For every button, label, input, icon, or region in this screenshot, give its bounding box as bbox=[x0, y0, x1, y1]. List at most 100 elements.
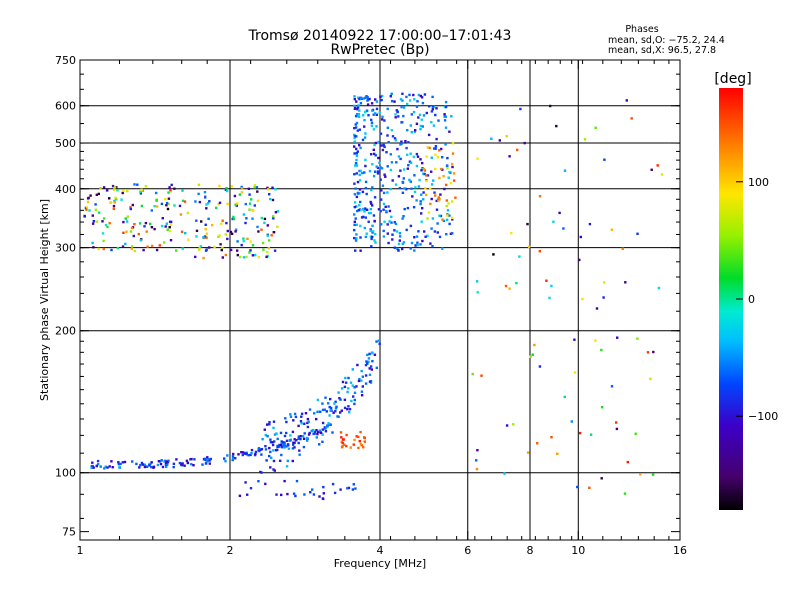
data-point-c3-108 bbox=[225, 187, 228, 190]
data-point-c0-179 bbox=[285, 445, 288, 448]
data-point-c2-53 bbox=[126, 215, 129, 218]
data-point-c4-1 bbox=[376, 170, 380, 173]
data-point-c4-55 bbox=[410, 131, 413, 134]
data-point-c4-395 bbox=[451, 218, 454, 221]
data-point-c0-18 bbox=[181, 462, 184, 465]
data-point-c3-103 bbox=[242, 213, 246, 216]
data-point-c2-104 bbox=[187, 238, 190, 241]
data-point-c4-277 bbox=[444, 126, 448, 129]
data-point-c4-192 bbox=[423, 230, 426, 233]
data-point-c2-107 bbox=[108, 197, 111, 200]
data-point-c8-36 bbox=[512, 423, 515, 426]
data-point-c3-94 bbox=[234, 203, 237, 206]
data-point-c4-373 bbox=[355, 233, 358, 236]
data-point-c4-360 bbox=[401, 191, 405, 194]
data-point-c4-375 bbox=[404, 140, 407, 143]
data-point-c5-11 bbox=[437, 196, 440, 199]
data-point-c4-144 bbox=[446, 156, 449, 160]
data-point-c4-342 bbox=[359, 146, 362, 150]
grid-lines bbox=[80, 60, 680, 540]
data-point-c2-64 bbox=[86, 200, 90, 204]
data-point-c2-131 bbox=[150, 209, 153, 212]
data-point-c4-95 bbox=[373, 143, 376, 147]
data-point-c3-122 bbox=[205, 232, 208, 235]
data-point-c0-69 bbox=[313, 430, 317, 434]
data-point-c3-13 bbox=[249, 240, 252, 243]
data-point-c1-19 bbox=[273, 433, 277, 436]
data-point-c4-412 bbox=[366, 99, 369, 102]
data-point-c4-292 bbox=[406, 167, 409, 170]
data-point-c1-103 bbox=[336, 415, 339, 418]
data-point-c4-388 bbox=[353, 205, 356, 209]
data-point-c2-31 bbox=[137, 232, 140, 236]
data-point-c2-77 bbox=[97, 192, 100, 196]
data-point-c0-159 bbox=[96, 459, 100, 463]
data-point-c4-36 bbox=[390, 221, 393, 224]
data-point-c5-27 bbox=[425, 155, 428, 158]
data-point-c1-43 bbox=[269, 466, 272, 469]
data-point-c3-129 bbox=[267, 188, 270, 191]
data-point-c1-154 bbox=[325, 410, 328, 413]
data-point-c1-47 bbox=[285, 431, 288, 435]
data-point-c4-358 bbox=[390, 100, 394, 103]
data-point-c5-15 bbox=[424, 187, 427, 190]
data-point-c5-8 bbox=[446, 214, 449, 217]
data-point-c4-308 bbox=[376, 172, 380, 175]
data-point-c8-63 bbox=[531, 353, 534, 356]
data-point-c1-131 bbox=[350, 399, 353, 403]
data-point-c4-425 bbox=[395, 230, 399, 233]
data-point-c2-122 bbox=[121, 191, 124, 195]
data-point-c1-20 bbox=[364, 363, 368, 367]
colorbar-tick-label--100: −100 bbox=[748, 410, 778, 423]
data-point-c2-119 bbox=[106, 189, 109, 192]
data-point-c4-258 bbox=[393, 221, 396, 224]
data-point-c4-394 bbox=[355, 223, 358, 226]
data-point-c1-114 bbox=[338, 397, 341, 400]
data-point-c0-16 bbox=[231, 458, 234, 462]
data-point-c4-444 bbox=[403, 207, 406, 211]
data-point-c2-76 bbox=[102, 217, 106, 220]
data-point-c8-56 bbox=[623, 492, 627, 495]
data-point-c2-78 bbox=[170, 183, 173, 187]
data-point-c5-20 bbox=[422, 167, 426, 171]
data-point-c5-5 bbox=[437, 199, 440, 203]
data-point-c4-315 bbox=[374, 98, 377, 101]
data-point-c0-119 bbox=[152, 465, 156, 468]
data-point-c3-15 bbox=[204, 228, 207, 231]
data-point-c1-69 bbox=[297, 424, 300, 428]
data-point-c4-188 bbox=[397, 175, 401, 178]
data-point-c3-40 bbox=[253, 186, 256, 189]
data-point-c2-96 bbox=[102, 239, 105, 243]
data-point-c1-140 bbox=[266, 435, 269, 438]
data-point-c4-212 bbox=[386, 191, 389, 194]
data-point-c4-190 bbox=[394, 139, 397, 142]
data-point-c1-157 bbox=[352, 395, 355, 398]
data-point-c4-99 bbox=[398, 232, 402, 235]
data-point-c8-15 bbox=[562, 227, 565, 230]
data-point-c4-83 bbox=[353, 236, 356, 240]
data-point-c3-127 bbox=[202, 236, 205, 239]
data-point-c0-40 bbox=[232, 452, 235, 456]
data-point-c4-77 bbox=[417, 93, 420, 97]
phases-heading: Phases bbox=[625, 24, 658, 35]
data-point-c0-163 bbox=[180, 462, 183, 465]
data-point-c0-109 bbox=[121, 461, 124, 464]
data-point-c8-10 bbox=[526, 451, 530, 454]
data-point-c4-159 bbox=[363, 119, 366, 122]
data-point-c8-84 bbox=[529, 355, 532, 358]
data-point-c2-44 bbox=[98, 211, 101, 214]
data-point-c4-206 bbox=[431, 108, 434, 111]
data-point-c3-1 bbox=[217, 235, 220, 238]
data-point-c3-88 bbox=[224, 253, 227, 257]
data-point-c7-19 bbox=[257, 480, 260, 483]
data-point-c4-334 bbox=[401, 92, 404, 95]
data-point-c1-25 bbox=[366, 353, 369, 357]
data-point-c4-63 bbox=[451, 165, 454, 169]
data-point-c8-45 bbox=[536, 442, 539, 445]
data-point-c3-138 bbox=[251, 217, 254, 220]
data-point-c0-133 bbox=[315, 429, 318, 432]
data-point-c2-95 bbox=[112, 207, 115, 211]
data-point-c1-42 bbox=[364, 374, 368, 377]
data-point-c6-22 bbox=[359, 430, 362, 434]
data-point-c0-176 bbox=[293, 441, 296, 444]
